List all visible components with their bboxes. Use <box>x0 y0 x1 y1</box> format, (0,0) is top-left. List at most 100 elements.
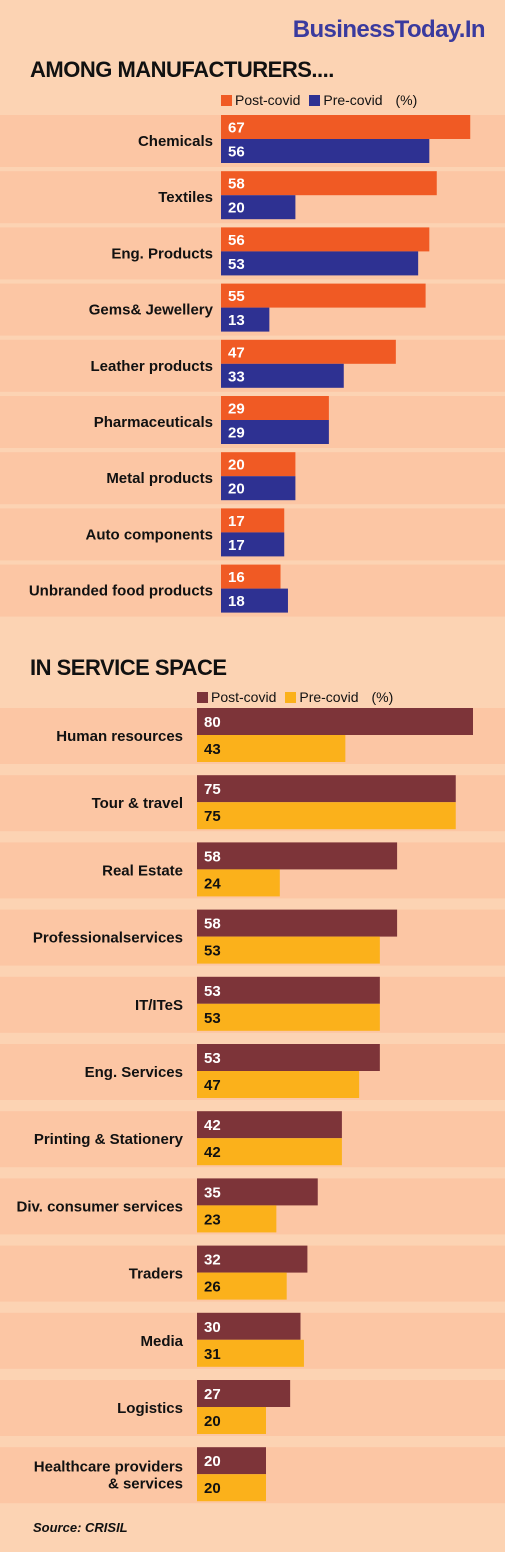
data-label: 80 <box>204 714 221 731</box>
bar-post-covid <box>197 708 473 735</box>
data-label: 20 <box>204 1480 221 1497</box>
data-label: 42 <box>204 1144 221 1161</box>
bar-pre-covid <box>197 1339 304 1367</box>
data-label: 75 <box>204 781 221 798</box>
data-label: 20 <box>228 200 245 217</box>
data-label: 33 <box>228 368 245 385</box>
bar-pre-covid <box>197 1071 360 1098</box>
data-label: 27 <box>204 1386 221 1403</box>
legend-label-post-covid: Post-covid <box>235 92 301 108</box>
bar-pre-covid <box>221 420 329 444</box>
data-label: 42 <box>204 1117 221 1134</box>
legend-unit: (%) <box>395 92 418 108</box>
data-label: 31 <box>204 1346 221 1363</box>
category-label: IT/ITeS <box>135 997 183 1014</box>
bar-post-covid <box>197 1044 380 1071</box>
bar-pre-covid <box>197 1205 277 1233</box>
bar-pre-covid <box>221 363 344 388</box>
bar-pre-covid <box>197 802 456 830</box>
data-label: 75 <box>204 808 221 825</box>
data-label: 24 <box>204 875 221 892</box>
data-label: 29 <box>228 401 245 418</box>
bar-post-covid <box>197 1380 291 1407</box>
bar-pre-covid <box>197 1003 380 1031</box>
legend-unit: (%) <box>371 689 394 705</box>
bar-pre-covid <box>221 251 419 276</box>
data-label: 58 <box>204 916 221 933</box>
bar-pre-covid <box>221 532 285 557</box>
data-label: 13 <box>228 312 245 329</box>
category-label: Professionalservices <box>33 930 183 947</box>
data-label: 47 <box>204 1077 221 1094</box>
data-label: 56 <box>228 232 245 249</box>
data-label: 23 <box>204 1211 221 1228</box>
data-label: 16 <box>228 569 245 586</box>
data-label: 17 <box>228 513 245 530</box>
bar-post-covid <box>221 227 430 252</box>
category-label: Printing & Stationery <box>34 1131 184 1148</box>
category-label: Pharmaceuticals <box>94 414 213 431</box>
bar-post-covid <box>221 115 471 139</box>
data-label: 17 <box>228 537 245 554</box>
data-label: 53 <box>204 1050 221 1067</box>
legend-label-pre-covid: Pre-covid <box>299 689 359 705</box>
bar-pre-covid <box>197 1272 287 1300</box>
bar-pre-covid <box>197 869 280 897</box>
manufacturers-title: AMONG MANUFACTURERS.... <box>30 57 334 82</box>
services-title: IN SERVICE SPACE <box>30 655 227 680</box>
legend-swatch-pre-covid <box>285 691 297 703</box>
bar-post-covid <box>221 283 426 308</box>
bar-pre-covid <box>221 588 288 613</box>
source-note: Source: CRISIL <box>33 1520 128 1535</box>
bar-post-covid <box>197 775 456 803</box>
bar-post-covid <box>221 339 396 364</box>
data-label: 32 <box>204 1252 221 1269</box>
data-label: 20 <box>228 457 245 474</box>
data-label: 53 <box>228 256 245 273</box>
bar-pre-covid <box>197 735 346 762</box>
data-label: 20 <box>228 481 245 498</box>
data-label: 53 <box>204 943 221 960</box>
data-label: 43 <box>204 741 221 758</box>
category-label: Chemicals <box>138 133 213 150</box>
category-label: Logistics <box>117 1400 183 1417</box>
services-legend: Post-covid Pre-covid (%) <box>197 689 393 705</box>
data-label: 18 <box>228 593 245 610</box>
bar-post-covid <box>197 976 380 1004</box>
bar-post-covid <box>197 842 398 870</box>
data-label: 20 <box>204 1413 221 1430</box>
bar-pre-covid <box>221 139 430 163</box>
brand-logo: BusinessToday.In <box>292 16 486 43</box>
data-label: 58 <box>228 176 245 193</box>
category-label: Healthcare providers & services <box>34 1459 183 1493</box>
bar-post-covid <box>221 171 437 196</box>
bar-pre-covid <box>221 307 270 332</box>
category-label: Real Estate <box>102 862 183 879</box>
bar-pre-covid <box>197 1138 342 1166</box>
data-label: 55 <box>228 288 245 305</box>
bar-post-covid <box>197 1312 301 1340</box>
data-label: 53 <box>204 983 221 1000</box>
bar-post-covid <box>197 1111 342 1139</box>
manufacturers-legend: Post-covid Pre-covid (%) <box>221 92 417 108</box>
bar-post-covid <box>197 1178 318 1206</box>
legend-label-post-covid: Post-covid <box>211 689 277 705</box>
data-label: 56 <box>228 144 245 161</box>
category-label: Metal products <box>106 470 213 487</box>
legend-swatch-post-covid <box>221 94 232 106</box>
data-label: 47 <box>228 344 245 361</box>
data-label: 20 <box>204 1453 221 1470</box>
bar-pre-covid <box>221 195 296 220</box>
category-label: Eng. Products <box>111 245 213 262</box>
category-label: Auto components <box>86 526 214 543</box>
data-label: 67 <box>228 120 245 137</box>
category-label: Leather products <box>90 358 213 375</box>
legend-swatch-pre-covid <box>309 94 321 106</box>
category-label: Textiles <box>158 189 213 206</box>
bar-pre-covid <box>197 936 380 964</box>
bar-post-covid <box>197 909 398 937</box>
category-label: Div. consumer services <box>17 1198 183 1215</box>
data-label: 53 <box>204 1010 221 1027</box>
category-label: Gems& Jewellery <box>89 302 214 319</box>
